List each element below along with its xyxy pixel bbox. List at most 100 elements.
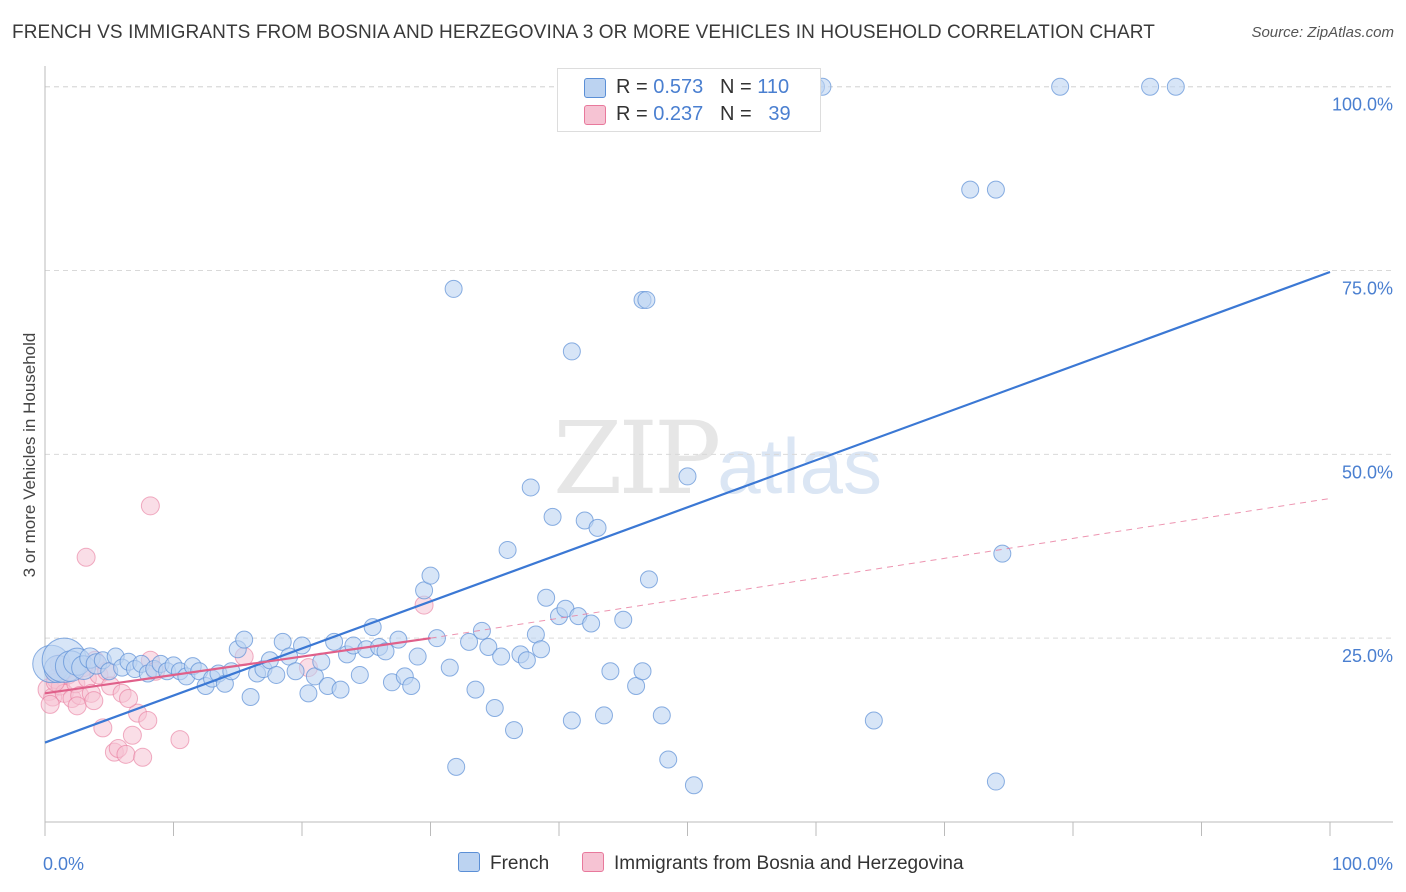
- french-r-label: R =: [616, 76, 654, 98]
- chart-title: FRENCH VS IMMIGRANTS FROM BOSNIA AND HER…: [12, 22, 1155, 43]
- french-point: [1051, 77, 1070, 96]
- bosnia-point: [67, 696, 87, 716]
- bottom-bosnia-swatch: [582, 852, 604, 872]
- french-point: [447, 757, 466, 776]
- stats-legend: R = 0.573 N = 110 R = 0.237 N = 39: [557, 68, 821, 132]
- french-point: [684, 776, 703, 795]
- french-point: [543, 507, 562, 526]
- french-point: [460, 632, 479, 651]
- bottom-legend-bosnia: Immigrants from Bosnia and Herzegovina: [582, 852, 964, 875]
- x-tick-label-min: 0.0%: [43, 854, 84, 874]
- y-tick-label: 100.0%: [1332, 95, 1393, 115]
- y-tick-label: 25.0%: [1342, 646, 1393, 666]
- french-point: [562, 342, 581, 361]
- bosnia-r-value: 0.237: [653, 103, 704, 125]
- bosnia-r-label: R =: [616, 103, 654, 125]
- bosnia-n-value: 39: [768, 103, 791, 125]
- bottom-french-swatch: [458, 852, 480, 872]
- bosnia-trend-line: [44, 637, 431, 695]
- french-point: [588, 518, 607, 537]
- french-point: [235, 630, 254, 649]
- french-point: [389, 630, 408, 649]
- french-point: [402, 676, 421, 695]
- french-trend-line: [44, 270, 1331, 744]
- french-point: [864, 711, 883, 730]
- french-point: [479, 638, 498, 656]
- french-point: [421, 566, 440, 585]
- french-point: [444, 279, 463, 298]
- chart-source: Source: ZipAtlas.com: [1251, 24, 1394, 41]
- y-tick-label: 75.0%: [1342, 279, 1393, 299]
- bosnia-point: [133, 747, 153, 767]
- bottom-bosnia-label: Immigrants from Bosnia and Herzegovina: [614, 853, 964, 874]
- french-point: [440, 658, 459, 677]
- watermark: ZIPatlas: [553, 400, 882, 517]
- french-point: [659, 750, 678, 769]
- french-point: [582, 614, 601, 633]
- french-point: [961, 180, 980, 199]
- french-point: [537, 588, 556, 607]
- bosnia-n-label: N =: [719, 103, 758, 125]
- bosnia-point: [119, 688, 139, 708]
- french-point: [986, 772, 1005, 791]
- french-n-label: N =: [719, 76, 758, 98]
- french-point: [517, 651, 536, 670]
- french-point: [1166, 77, 1185, 96]
- french-point: [286, 662, 305, 681]
- french-point: [1141, 77, 1160, 96]
- watermark-zip: ZIP: [553, 400, 721, 517]
- french-point: [331, 680, 350, 699]
- grid-lines: [45, 86, 1393, 639]
- bosnia-point: [84, 691, 104, 711]
- bosnia-point: [122, 725, 142, 745]
- french-point: [505, 721, 524, 740]
- french-point: [408, 647, 427, 666]
- tick-labels: 25.0% 50.0% 75.0% 100.0% 0.0% 100.0%: [43, 95, 1393, 874]
- bosnia-point: [170, 730, 190, 750]
- y-tick-label: 50.0%: [1342, 462, 1393, 482]
- french-point: [532, 640, 551, 659]
- french-point: [637, 290, 656, 309]
- trend-lines: [44, 270, 1331, 744]
- french-point: [562, 711, 581, 730]
- legend-bosnia-text: R = 0.237 N = 39: [616, 103, 791, 126]
- french-point: [986, 180, 1005, 199]
- french-point: [614, 610, 633, 629]
- french-point: [485, 699, 504, 718]
- french-point: [241, 688, 260, 706]
- bosnia-point: [76, 547, 96, 567]
- french-point: [492, 647, 511, 666]
- french-point: [521, 478, 540, 497]
- french-point: [350, 665, 369, 684]
- bosnia-trend-extension: [430, 497, 1331, 639]
- french-point: [299, 684, 318, 703]
- french-point: [594, 706, 613, 725]
- french-point: [498, 540, 517, 559]
- french-point: [466, 680, 485, 699]
- bosnia-point: [116, 744, 136, 764]
- french-n-value: 110: [757, 76, 790, 98]
- french-series-points: [32, 77, 1185, 795]
- bosnia-point: [40, 694, 60, 714]
- french-point: [376, 642, 395, 661]
- bosnia-point: [138, 711, 158, 731]
- french-point: [652, 706, 671, 725]
- french-point: [363, 618, 382, 637]
- french-point: [633, 662, 652, 681]
- axes: [44, 66, 1393, 836]
- legend-french-text: R = 0.573 N = 110: [616, 76, 789, 99]
- french-point: [678, 467, 697, 486]
- bosnia-swatch: [584, 105, 606, 125]
- bottom-french-label: French: [490, 853, 550, 874]
- french-point: [639, 570, 658, 589]
- french-point: [267, 665, 286, 684]
- french-swatch: [584, 78, 606, 98]
- x-tick-label-max: 100.0%: [1332, 854, 1393, 874]
- bosnia-point: [140, 496, 160, 516]
- french-point: [993, 544, 1012, 563]
- french-r-value: 0.573: [653, 76, 704, 98]
- bottom-legend-french: French: [458, 852, 549, 875]
- french-point: [601, 662, 620, 681]
- french-point: [472, 621, 491, 640]
